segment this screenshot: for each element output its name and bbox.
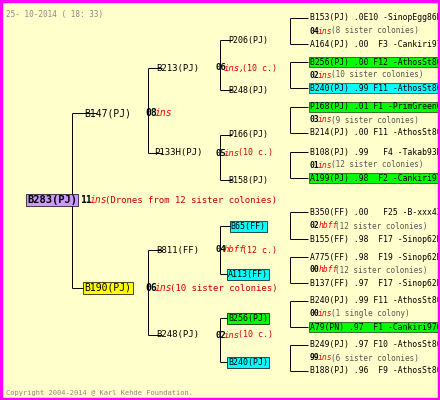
Text: B153(PJ) .0E10 -SinopEgg86R: B153(PJ) .0E10 -SinopEgg86R xyxy=(310,14,440,22)
Text: A164(PJ) .00  F3 -Cankiri97Q: A164(PJ) .00 F3 -Cankiri97Q xyxy=(310,40,440,48)
Text: (Drones from 12 sister colonies): (Drones from 12 sister colonies) xyxy=(105,196,277,204)
Text: 05: 05 xyxy=(215,148,226,158)
Text: hbff: hbff xyxy=(224,246,246,254)
Text: P168(PJ) .01 F1 -PrimGreen00: P168(PJ) .01 F1 -PrimGreen00 xyxy=(310,102,440,112)
Text: B811(FF): B811(FF) xyxy=(157,246,199,254)
Text: B147(PJ): B147(PJ) xyxy=(84,108,132,118)
Text: 00: 00 xyxy=(310,310,320,318)
Text: (1 single colony): (1 single colony) xyxy=(331,310,410,318)
Text: P133H(PJ): P133H(PJ) xyxy=(154,148,202,158)
Text: hbff: hbff xyxy=(318,266,337,274)
Text: B240(PJ) .99 F11 -AthosSt80R: B240(PJ) .99 F11 -AthosSt80R xyxy=(310,296,440,306)
Text: 11: 11 xyxy=(80,195,92,205)
Text: A113(FF): A113(FF) xyxy=(228,270,268,278)
Text: 08: 08 xyxy=(145,108,157,118)
Text: B214(PJ) .00 F11 -AthosSt80R: B214(PJ) .00 F11 -AthosSt80R xyxy=(310,128,440,138)
Text: 04: 04 xyxy=(215,246,226,254)
Text: ins: ins xyxy=(318,160,333,170)
Text: B213(PJ): B213(PJ) xyxy=(157,64,199,72)
Text: B65(FF): B65(FF) xyxy=(231,222,265,230)
Text: ins: ins xyxy=(224,148,240,158)
Text: ins: ins xyxy=(318,26,333,36)
Text: ins: ins xyxy=(318,116,333,124)
Text: (12 sister colonies): (12 sister colonies) xyxy=(334,266,427,274)
Text: ins: ins xyxy=(318,70,333,80)
Text: (10 c.): (10 c.) xyxy=(238,330,273,340)
Text: A775(FF) .98  F19 -Sinop62R: A775(FF) .98 F19 -Sinop62R xyxy=(310,252,440,262)
Text: ins: ins xyxy=(90,195,107,205)
Text: B248(PJ): B248(PJ) xyxy=(157,330,199,340)
Text: ins: ins xyxy=(318,354,333,362)
Text: 04: 04 xyxy=(310,26,320,36)
Text: 06: 06 xyxy=(215,64,226,72)
Text: ins: ins xyxy=(155,283,172,293)
Text: 02: 02 xyxy=(310,222,320,230)
Text: 01: 01 xyxy=(310,160,320,170)
Text: (6 sister colonies): (6 sister colonies) xyxy=(331,354,419,362)
Text: (10 c.): (10 c.) xyxy=(238,148,273,158)
Text: B158(PJ): B158(PJ) xyxy=(228,176,268,184)
Text: (12 sister colonies): (12 sister colonies) xyxy=(334,222,427,230)
Text: B108(PJ) .99   F4 -Takab93R: B108(PJ) .99 F4 -Takab93R xyxy=(310,148,440,156)
Text: (8 sister colonies): (8 sister colonies) xyxy=(331,26,419,36)
Text: ins,: ins, xyxy=(224,64,246,72)
Text: (12 sister colonies): (12 sister colonies) xyxy=(331,160,423,170)
Text: ins: ins xyxy=(224,330,240,340)
Text: B249(PJ) .97 F10 -AthosSt80R: B249(PJ) .97 F10 -AthosSt80R xyxy=(310,340,440,350)
Text: ins: ins xyxy=(318,310,333,318)
Text: P206(PJ): P206(PJ) xyxy=(228,36,268,44)
Text: B248(PJ): B248(PJ) xyxy=(228,86,268,94)
Text: 02: 02 xyxy=(215,330,226,340)
Text: B137(FF) .97  F17 -Sinop62R: B137(FF) .97 F17 -Sinop62R xyxy=(310,278,440,288)
Text: Copyright 2004-2014 @ Karl Kehde Foundation.: Copyright 2004-2014 @ Karl Kehde Foundat… xyxy=(6,390,193,396)
Text: 02: 02 xyxy=(310,70,320,80)
Text: A199(PJ) .98  F2 -Cankiri97Q: A199(PJ) .98 F2 -Cankiri97Q xyxy=(310,174,440,182)
Text: B256(PJ) .00 F12 -AthosSt80R: B256(PJ) .00 F12 -AthosSt80R xyxy=(310,58,440,66)
Text: B188(PJ) .96  F9 -AthosSt80R: B188(PJ) .96 F9 -AthosSt80R xyxy=(310,366,440,376)
Text: hbff: hbff xyxy=(318,222,337,230)
Text: 03: 03 xyxy=(310,116,320,124)
Text: P166(PJ): P166(PJ) xyxy=(228,130,268,140)
Text: B256(PJ): B256(PJ) xyxy=(228,314,268,322)
Text: (9 sister colonies): (9 sister colonies) xyxy=(331,116,419,124)
Text: B190(PJ): B190(PJ) xyxy=(84,283,132,293)
Text: (10 c.): (10 c.) xyxy=(242,64,277,72)
Text: B240(PJ) .99 F11 -AthosSt80R: B240(PJ) .99 F11 -AthosSt80R xyxy=(310,84,440,92)
Text: 00: 00 xyxy=(310,266,320,274)
Text: B240(PJ): B240(PJ) xyxy=(228,358,268,366)
Text: (10 sister colonies): (10 sister colonies) xyxy=(331,70,423,80)
Text: B283(PJ): B283(PJ) xyxy=(27,195,77,205)
Text: 99: 99 xyxy=(310,354,320,362)
Text: (12 c.): (12 c.) xyxy=(242,246,277,254)
Text: (10 sister colonies): (10 sister colonies) xyxy=(170,284,277,292)
Text: B350(FF) .00   F25 -B-xxx43: B350(FF) .00 F25 -B-xxx43 xyxy=(310,208,440,216)
Text: A79(PN) .97  F1 -Cankiri97Q: A79(PN) .97 F1 -Cankiri97Q xyxy=(310,322,440,332)
Text: 06: 06 xyxy=(145,283,157,293)
Text: B155(FF) .98  F17 -Sinop62R: B155(FF) .98 F17 -Sinop62R xyxy=(310,234,440,244)
Text: ins: ins xyxy=(155,108,172,118)
Text: 25- 10-2014 ( 18: 33): 25- 10-2014 ( 18: 33) xyxy=(6,10,103,19)
